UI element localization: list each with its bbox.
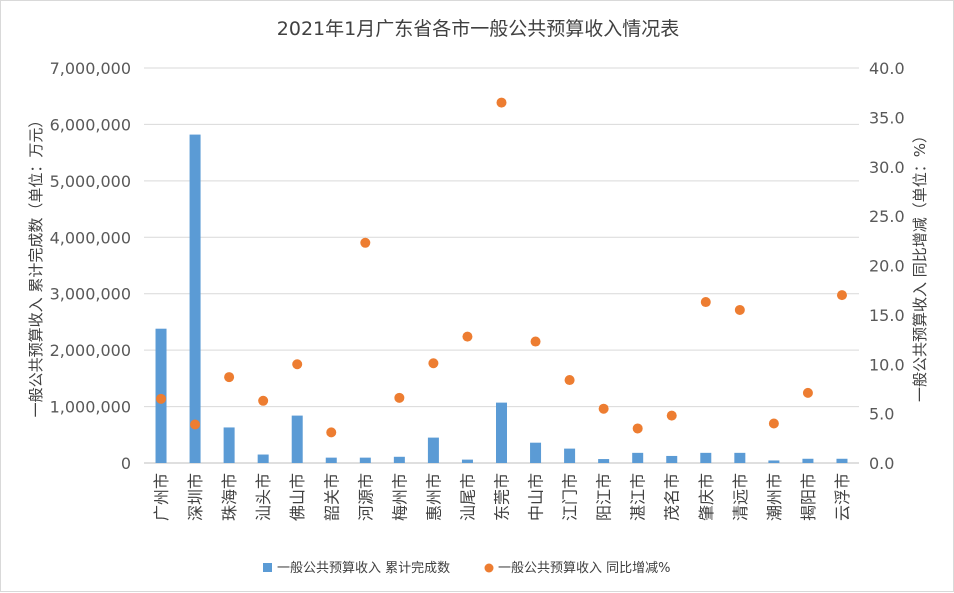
- scatter-series: [156, 97, 847, 438]
- point-珠海市: [224, 372, 235, 383]
- point-深圳市: [190, 419, 201, 430]
- left-axis-title: 一般公共预算收入 累计完成数（单位：万元）: [27, 113, 45, 418]
- category-label: 云浮市: [833, 473, 852, 521]
- legend-bar-label: 一般公共预算收入 累计完成数: [277, 560, 450, 576]
- right-tick-label: 40.0: [869, 59, 905, 78]
- legend-point-label: 一般公共预算收入 同比增减%: [498, 560, 671, 576]
- left-tick-label: 6,000,000: [50, 115, 131, 134]
- category-label: 肇庆市: [697, 473, 716, 521]
- bar-河源市: [359, 457, 371, 463]
- bar-珠海市: [223, 427, 235, 463]
- bar-江门市: [564, 448, 576, 463]
- left-tick-label: 3,000,000: [50, 285, 131, 304]
- category-label: 清远市: [731, 473, 750, 521]
- left-tick-label: 7,000,000: [50, 59, 131, 78]
- right-tick-label: 15.0: [869, 306, 905, 325]
- bar-潮州市: [768, 460, 780, 463]
- bar-茂名市: [666, 455, 678, 463]
- category-label: 阳江市: [595, 473, 614, 521]
- point-云浮市: [836, 290, 847, 301]
- right-tick-label: 35.0: [869, 108, 905, 127]
- legend-point-swatch: [484, 563, 494, 573]
- category-label: 韶关市: [322, 473, 341, 521]
- right-axis-title: 一般公共预算收入 同比增减（单位：%）: [911, 128, 929, 402]
- bar-中山市: [530, 442, 542, 463]
- bar-佛山市: [291, 415, 303, 463]
- right-axis-ticks: 0.0 5.0 10.0 15.0 20.0 25.0 30.0 35.0 40.0: [869, 59, 905, 473]
- point-东莞市: [496, 97, 507, 108]
- point-阳江市: [598, 403, 609, 414]
- bar-清远市: [734, 452, 746, 463]
- right-tick-label: 5.0: [869, 405, 894, 424]
- category-label: 珠海市: [220, 473, 239, 521]
- category-label: 惠州市: [424, 473, 443, 521]
- point-河源市: [360, 237, 371, 248]
- category-label: 佛山市: [288, 473, 307, 521]
- bar-东莞市: [496, 402, 507, 463]
- category-label: 茂名市: [663, 473, 682, 521]
- point-清远市: [734, 304, 745, 315]
- bar-汕尾市: [461, 459, 473, 463]
- category-labels: 广州市 深圳市 珠海市 汕头市 佛山市 韶关市 河源市 梅州市 惠州市 汕尾市 东莞市 中山市 江门市阳…: [152, 473, 852, 521]
- point-广州市: [156, 393, 167, 404]
- category-label: 汕尾市: [458, 473, 477, 521]
- category-label: 中山市: [527, 473, 546, 521]
- right-tick-label: 20.0: [869, 257, 905, 276]
- left-axis-ticks: 0 1,000,000 2,000,000 3,000,000 4,000,000 5,0…: [50, 59, 131, 473]
- bar-深圳市: [189, 134, 201, 464]
- point-佛山市: [292, 359, 303, 370]
- bar-惠州市: [427, 437, 439, 463]
- point-肇庆市: [700, 297, 711, 308]
- left-tick-label: 4,000,000: [50, 228, 131, 247]
- point-韶关市: [326, 427, 337, 438]
- left-tick-label: 5,000,000: [50, 172, 131, 191]
- bar-湛江市: [632, 452, 644, 463]
- left-tick-label: 2,000,000: [50, 341, 131, 360]
- chart-title: 2021年1月广东省各市一般公共预算收入情况表: [277, 18, 679, 40]
- category-label: 汕头市: [254, 473, 273, 521]
- category-label: 揭阳市: [799, 473, 818, 521]
- right-tick-label: 30.0: [869, 158, 905, 177]
- right-tick-label: 0.0: [869, 454, 894, 473]
- point-江门市: [564, 375, 575, 386]
- category-label: 江门市: [561, 473, 580, 521]
- category-label: 广州市: [152, 473, 171, 521]
- point-汕尾市: [462, 331, 473, 342]
- point-揭阳市: [802, 387, 813, 398]
- bar-韶关市: [325, 457, 337, 463]
- point-茂名市: [666, 410, 677, 421]
- point-湛江市: [632, 423, 643, 434]
- bar-汕头市: [257, 454, 269, 463]
- category-label: 湛江市: [629, 473, 648, 521]
- bar-揭阳市: [802, 458, 814, 463]
- gridlines: [144, 67, 859, 464]
- category-label: 潮州市: [765, 473, 784, 521]
- bar-series: [155, 134, 848, 464]
- legend-bar-swatch: [263, 563, 272, 572]
- left-tick-label: 0: [121, 454, 131, 473]
- category-label: 深圳市: [186, 473, 205, 521]
- right-tick-label: 25.0: [869, 207, 905, 226]
- category-label: 东莞市: [493, 473, 512, 521]
- category-label: 梅州市: [390, 473, 409, 521]
- point-汕头市: [258, 395, 269, 406]
- point-梅州市: [394, 392, 405, 403]
- category-label: 河源市: [356, 473, 375, 521]
- point-惠州市: [428, 358, 439, 369]
- legend: 一般公共预算收入 累计完成数 一般公共预算收入 同比增减%: [263, 560, 671, 576]
- point-潮州市: [768, 418, 779, 429]
- left-tick-label: 1,000,000: [50, 398, 131, 417]
- bar-阳江市: [598, 459, 610, 463]
- bar-云浮市: [836, 458, 848, 463]
- bar-梅州市: [393, 456, 405, 463]
- point-中山市: [530, 336, 541, 347]
- bar-肇庆市: [700, 452, 712, 463]
- right-tick-label: 10.0: [869, 355, 905, 374]
